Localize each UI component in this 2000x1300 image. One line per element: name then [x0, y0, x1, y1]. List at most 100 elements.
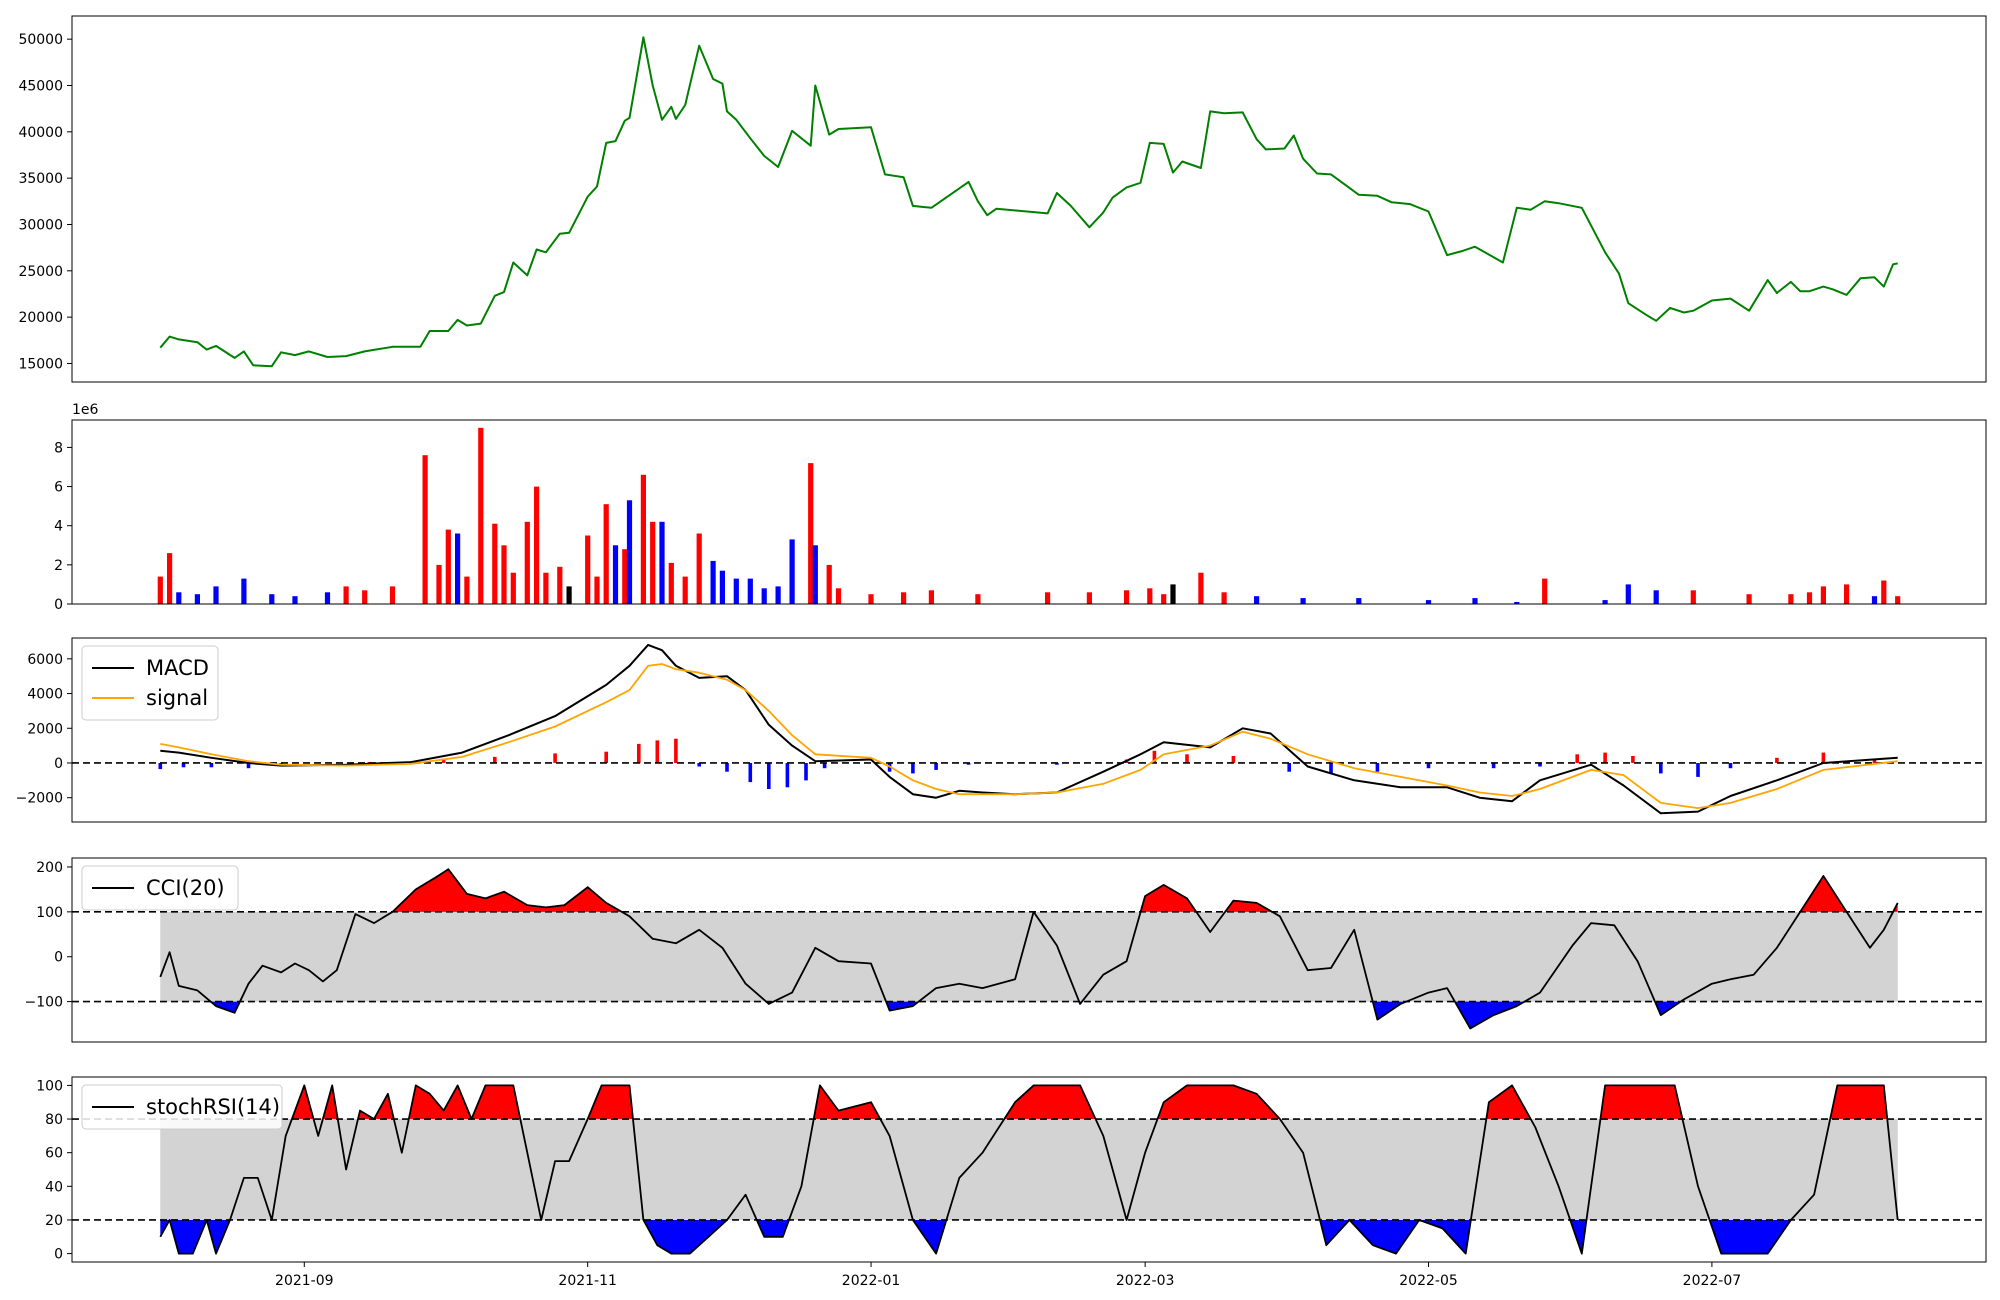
y-tick-label: 15000	[18, 356, 63, 372]
volume-bar	[682, 576, 688, 604]
volume-bar	[445, 529, 451, 604]
volume-bar	[1254, 596, 1260, 604]
volume-bar	[1844, 584, 1850, 604]
volume-bar	[213, 586, 219, 604]
volume-bar	[1170, 584, 1176, 604]
volume-bar	[826, 564, 832, 604]
volume-bar	[1198, 572, 1204, 604]
y-tick-label: 100	[36, 1078, 63, 1094]
volume-bar	[1425, 600, 1432, 604]
macd-histogram-bar	[725, 763, 729, 772]
macd-histogram-bar	[1728, 763, 1733, 769]
volume-bar	[566, 586, 572, 604]
macd-histogram-bar	[674, 738, 678, 763]
y-tick-label: 20000	[18, 310, 63, 326]
volume-bar	[1653, 590, 1659, 604]
y-tick-label: 0	[54, 1247, 63, 1263]
volume-bar	[1161, 594, 1167, 604]
volume-bar	[1542, 578, 1548, 604]
y-tick-label: 0	[54, 597, 63, 613]
volume-bar	[343, 586, 349, 604]
y-tick-label: 45000	[18, 78, 63, 94]
volume-bar	[1895, 596, 1901, 604]
volume-bar	[1147, 588, 1153, 604]
macd-histogram-bar	[697, 763, 701, 767]
signal-line	[160, 663, 1898, 809]
volume-bar	[719, 570, 725, 604]
volume-bar	[1086, 592, 1092, 604]
y-tick-label: 20	[45, 1213, 63, 1229]
axes-frame	[71, 419, 1987, 605]
volume-bar	[603, 504, 609, 604]
volume-bar	[747, 578, 753, 604]
volume-bar	[640, 474, 646, 604]
legend-box	[81, 865, 239, 911]
x-tick-label: 2022-07	[1683, 1273, 1742, 1289]
macd-histogram-bar	[553, 753, 557, 763]
legend-label: signal	[146, 686, 208, 710]
price-panel: 15000 20000 25000 30000 35000 40000 45000 50000	[18, 15, 1987, 383]
macd-histogram-bar	[604, 751, 608, 763]
volume-bar	[543, 572, 549, 604]
macd-histogram-bar	[911, 763, 915, 774]
y-tick-label: 50000	[18, 32, 63, 48]
x-tick-label: 2022-05	[1399, 1273, 1458, 1289]
macd-line	[160, 643, 1898, 815]
y-tick-label: −100	[25, 995, 63, 1011]
volume-bar	[868, 594, 874, 604]
macd-histogram-bar	[1426, 763, 1431, 769]
macd-histogram-bar	[785, 763, 790, 788]
neutral-band	[160, 1119, 1898, 1220]
axes-frame	[71, 857, 1987, 1043]
volume-bar	[1514, 602, 1520, 604]
volume-bar	[659, 521, 665, 604]
volume-bar	[501, 545, 507, 604]
y-tick-label: 25000	[18, 264, 63, 280]
volume-bar	[775, 586, 781, 604]
volume-bar	[585, 535, 591, 604]
volume-bar	[241, 578, 247, 604]
macd-histogram-bar	[767, 763, 771, 789]
stochrsi-panel: 0 20 40 60 80 100 stochRSI(14)	[36, 1076, 1987, 1263]
macd-histogram-bar	[158, 763, 163, 770]
volume-bar	[710, 560, 716, 604]
x-tick-label: 2021-09	[275, 1273, 334, 1289]
volume-bar	[422, 455, 428, 604]
volume-bar	[389, 586, 396, 604]
macd-histogram-bar	[1152, 750, 1157, 763]
volume-bar	[835, 588, 842, 604]
macd-histogram-bar	[1375, 763, 1380, 772]
volume-bar	[524, 521, 530, 604]
volume-bar	[557, 566, 563, 604]
y-tick-label: 100	[36, 905, 63, 921]
volume-bar	[761, 588, 767, 604]
volume-bar	[492, 523, 498, 604]
y-tick-label: −2000	[16, 791, 63, 807]
volume-bar	[269, 594, 275, 604]
volume-bar	[1820, 586, 1826, 604]
legend-label: MACD	[146, 656, 209, 680]
macd-histogram-bar	[181, 763, 186, 768]
volume-bar	[812, 545, 818, 604]
macd-histogram-bar	[804, 763, 808, 781]
volume-bar	[167, 553, 173, 604]
macd-panel: −2000 0 2000 4000 6000 MACD signal	[16, 637, 1987, 823]
y-tick-label: 4000	[27, 687, 63, 703]
volume-bar	[534, 486, 540, 604]
volume-bar	[194, 594, 200, 604]
macd-histogram-bar	[966, 763, 971, 765]
volume-bar	[696, 533, 702, 604]
macd-histogram-bar	[1603, 752, 1607, 763]
y-tick-label: 0	[54, 950, 63, 966]
y-tick-label: 6000	[27, 652, 63, 668]
volume-bar	[789, 539, 795, 604]
macd-histogram-bar	[1775, 757, 1779, 763]
volume-bar	[668, 562, 674, 604]
legend-label: CCI(20)	[146, 876, 225, 900]
axes-frame	[71, 15, 1987, 383]
y-tick-label: 2000	[27, 721, 63, 737]
macd-histogram-bar	[1329, 763, 1333, 774]
volume-bar	[464, 576, 470, 604]
volume-bar	[1871, 596, 1878, 604]
volume-bar	[1881, 580, 1887, 604]
